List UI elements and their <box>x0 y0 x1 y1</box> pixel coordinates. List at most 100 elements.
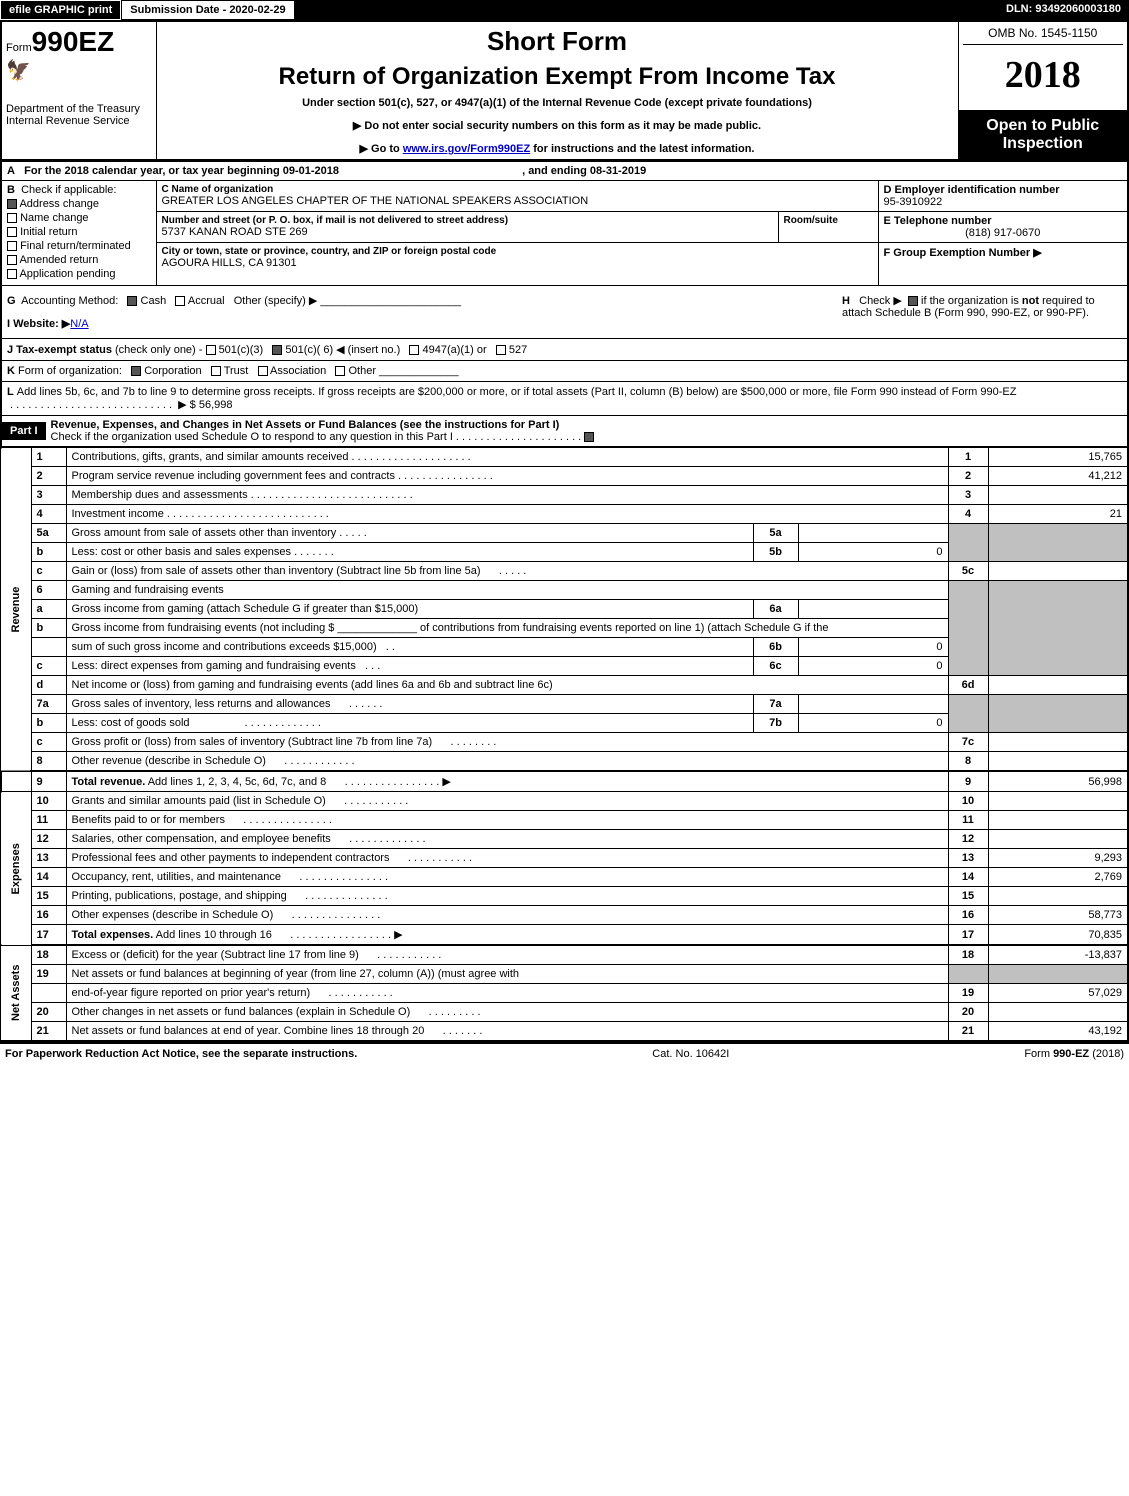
line-7a-num: 7a <box>31 695 66 714</box>
line-4-val: 21 <box>988 505 1128 524</box>
efile-print-button[interactable]: efile GRAPHIC print <box>0 0 121 20</box>
line-19-desc: Net assets or fund balances at beginning… <box>66 965 948 984</box>
line-7b-sn: 7b <box>753 714 798 733</box>
omb-number: OMB No. 1545-1150 <box>963 26 1124 45</box>
trust-checkbox[interactable] <box>211 366 221 376</box>
line-5a-num: 5a <box>31 524 66 543</box>
check-initial-return[interactable]: Initial return <box>7 226 151 238</box>
line-6d-rn: 6d <box>948 676 988 695</box>
return-title: Return of Organization Exempt From Incom… <box>161 63 954 91</box>
line-15-val <box>988 887 1128 906</box>
line-17-desc: Total expenses. Add lines 10 through 16 … <box>66 925 948 946</box>
line-5c-rn: 5c <box>948 562 988 581</box>
section-c-city: City or town, state or province, country… <box>156 243 878 286</box>
line-12-num: 12 <box>31 830 66 849</box>
room-suite: Room/suite <box>778 212 878 243</box>
check-app-pending[interactable]: Application pending <box>7 268 151 280</box>
line-21-num: 21 <box>31 1022 66 1042</box>
irs-link[interactable]: www.irs.gov/Form990EZ <box>403 143 530 155</box>
line-11-val <box>988 811 1128 830</box>
line-19b-num <box>31 984 66 1003</box>
cash-checkbox[interactable] <box>127 296 137 306</box>
assoc-checkbox[interactable] <box>258 366 268 376</box>
line-19-shade-val <box>988 965 1128 984</box>
line-2-rn: 2 <box>948 467 988 486</box>
privacy-note: ▶ Do not enter social security numbers o… <box>161 119 954 132</box>
line-18-desc: Excess or (deficit) for the year (Subtra… <box>66 945 948 965</box>
line-18-rn: 18 <box>948 945 988 965</box>
line-6a-desc: Gross income from gaming (attach Schedul… <box>66 600 753 619</box>
check-address-change[interactable]: Address change <box>7 198 151 210</box>
line-9-desc: Total revenue. Add lines 1, 2, 3, 4, 5c,… <box>66 771 948 792</box>
check-name-change[interactable]: Name change <box>7 212 151 224</box>
line-5a-desc: Gross amount from sale of assets other t… <box>66 524 753 543</box>
schedule-b-checkbox[interactable] <box>908 296 918 306</box>
line-21-val: 43,192 <box>988 1022 1128 1042</box>
section-a: A For the 2018 calendar year, or tax yea… <box>1 162 1128 181</box>
line-5b-sn: 5b <box>753 543 798 562</box>
line-5b-num: b <box>31 543 66 562</box>
line-21-desc: Net assets or fund balances at end of ye… <box>66 1022 948 1042</box>
line-19-rn: 19 <box>948 984 988 1003</box>
line-6b-sn: 6b <box>753 638 798 657</box>
website-link[interactable]: N/A <box>70 318 88 330</box>
line-20-desc: Other changes in net assets or fund bala… <box>66 1003 948 1022</box>
line-13-val: 9,293 <box>988 849 1128 868</box>
line-1-desc: Contributions, gifts, grants, and simila… <box>66 448 948 467</box>
line-6-num: 6 <box>31 581 66 600</box>
line-5-shade <box>948 524 988 562</box>
line-11-rn: 11 <box>948 811 988 830</box>
line-4-desc: Investment income . . . . . . . . . . . … <box>66 505 948 524</box>
line-12-val <box>988 830 1128 849</box>
line-1-rn: 1 <box>948 448 988 467</box>
line-16-num: 16 <box>31 906 66 925</box>
line-11-desc: Benefits paid to or for members . . . . … <box>66 811 948 830</box>
line-6c-num: c <box>31 657 66 676</box>
tax-year: 2018 <box>963 45 1124 105</box>
line-9-rn: 9 <box>948 771 988 792</box>
line-6c-sv: 0 <box>798 657 948 676</box>
dln-label: DLN: 93492060003180 <box>998 0 1129 20</box>
line-2-num: 2 <box>31 467 66 486</box>
line-12-rn: 12 <box>948 830 988 849</box>
line-5c-desc: Gain or (loss) from sale of assets other… <box>66 562 948 581</box>
line-8-val <box>988 752 1128 772</box>
section-b: B Check if applicable: Address change Na… <box>1 181 156 286</box>
line-20-num: 20 <box>31 1003 66 1022</box>
footer: For Paperwork Reduction Act Notice, see … <box>0 1042 1129 1064</box>
irs-label: Internal Revenue Service <box>6 115 152 127</box>
line-5c-val <box>988 562 1128 581</box>
check-final-return[interactable]: Final return/terminated <box>7 240 151 252</box>
line-3-desc: Membership dues and assessments . . . . … <box>66 486 948 505</box>
other-checkbox[interactable] <box>335 366 345 376</box>
schedule-o-checkbox[interactable] <box>584 432 594 442</box>
line-6b-num: b <box>31 619 66 638</box>
note2-suffix: for instructions and the latest informat… <box>530 143 754 155</box>
line-17-val: 70,835 <box>988 925 1128 946</box>
line-2-val: 41,212 <box>988 467 1128 486</box>
info-section: A For the 2018 calendar year, or tax yea… <box>0 161 1129 286</box>
top-bar: efile GRAPHIC print Submission Date - 20… <box>0 0 1129 20</box>
part1-header: Part I Revenue, Expenses, and Changes in… <box>0 416 1129 447</box>
line-5b-desc: Less: cost or other basis and sales expe… <box>66 543 753 562</box>
line-14-val: 2,769 <box>988 868 1128 887</box>
section-l: L Add lines 5b, 6c, and 7b to line 9 to … <box>0 382 1129 416</box>
line-6a-sn: 6a <box>753 600 798 619</box>
line-7b-sv: 0 <box>798 714 948 733</box>
line-20-rn: 20 <box>948 1003 988 1022</box>
line-10-desc: Grants and similar amounts paid (list in… <box>66 792 948 811</box>
accrual-checkbox[interactable] <box>175 296 185 306</box>
line-10-rn: 10 <box>948 792 988 811</box>
line-15-desc: Printing, publications, postage, and shi… <box>66 887 948 906</box>
form-number: 990EZ <box>32 26 115 57</box>
line-17-rn: 17 <box>948 925 988 946</box>
line-2-desc: Program service revenue including govern… <box>66 467 948 486</box>
line-6c-desc: Less: direct expenses from gaming and fu… <box>66 657 753 676</box>
line-7c-desc: Gross profit or (loss) from sales of inv… <box>66 733 948 752</box>
note2-prefix: ▶ Go to <box>360 143 403 155</box>
check-amended[interactable]: Amended return <box>7 254 151 266</box>
line-18-val: -13,837 <box>988 945 1128 965</box>
section-k: K Form of organization: Corporation Trus… <box>0 361 1129 382</box>
corp-checkbox[interactable] <box>131 366 141 376</box>
line-3-num: 3 <box>31 486 66 505</box>
